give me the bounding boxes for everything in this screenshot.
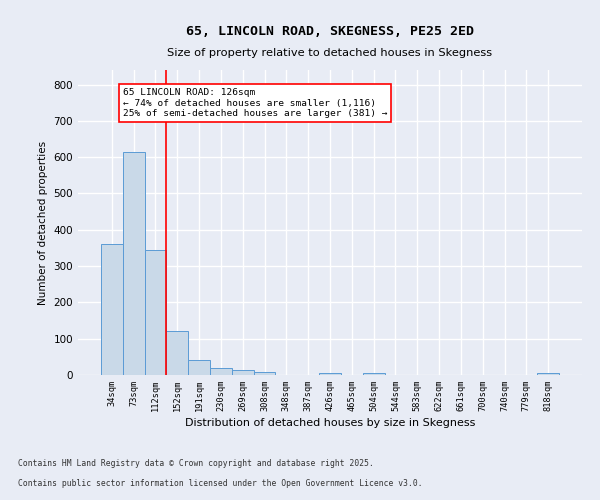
X-axis label: Distribution of detached houses by size in Skegness: Distribution of detached houses by size … [185,418,475,428]
Bar [254,372,275,375]
Text: 65, LINCOLN ROAD, SKEGNESS, PE25 2ED: 65, LINCOLN ROAD, SKEGNESS, PE25 2ED [186,25,474,38]
Bar [210,368,232,375]
Bar [363,373,385,375]
Bar [537,373,559,375]
Bar [166,332,188,375]
Bar [101,244,123,375]
Bar [123,152,145,375]
Bar [145,250,166,375]
Text: Contains public sector information licensed under the Open Government Licence v3: Contains public sector information licen… [18,478,422,488]
Text: Contains HM Land Registry data © Crown copyright and database right 2025.: Contains HM Land Registry data © Crown c… [18,458,374,468]
Bar [232,370,254,375]
Y-axis label: Number of detached properties: Number of detached properties [38,140,48,304]
Bar [319,373,341,375]
Bar [188,360,210,375]
Text: 65 LINCOLN ROAD: 126sqm
← 74% of detached houses are smaller (1,116)
25% of semi: 65 LINCOLN ROAD: 126sqm ← 74% of detache… [123,88,387,118]
Text: Size of property relative to detached houses in Skegness: Size of property relative to detached ho… [167,48,493,58]
